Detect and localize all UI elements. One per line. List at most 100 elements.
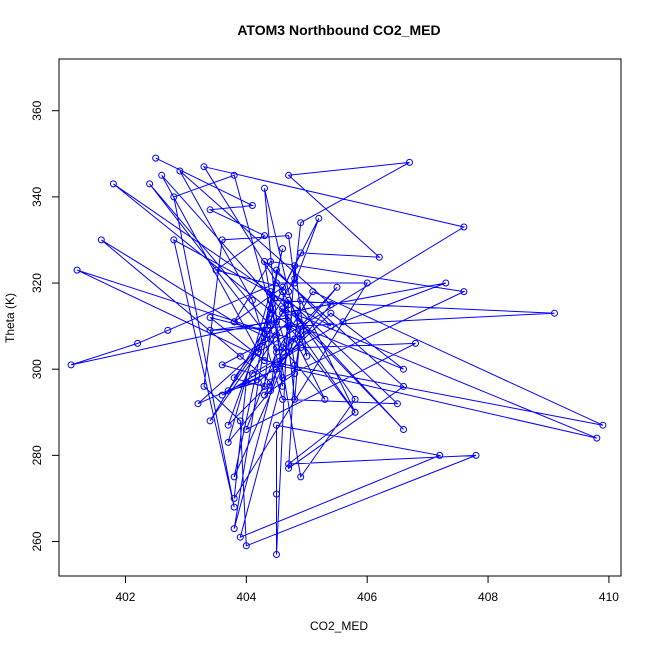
data-point	[393, 400, 401, 408]
data-point	[285, 348, 293, 356]
data-point	[273, 421, 280, 429]
data-point	[285, 288, 293, 296]
data-point	[248, 296, 256, 304]
data-point	[297, 296, 305, 304]
data-point	[267, 387, 274, 395]
data-point	[230, 503, 238, 511]
data-point	[303, 352, 311, 360]
data-point	[206, 206, 214, 214]
data-point	[406, 158, 413, 166]
data-point	[291, 275, 299, 283]
data-point	[321, 395, 329, 403]
data-point	[333, 283, 341, 291]
data-point	[285, 464, 293, 472]
data-point	[267, 309, 274, 317]
data-point	[460, 223, 468, 231]
y-tick-label: 360	[30, 100, 44, 120]
data-point	[152, 154, 160, 162]
data-point	[285, 301, 293, 309]
data-point	[291, 361, 299, 369]
data-point	[442, 279, 450, 287]
data-point	[285, 171, 293, 179]
data-point	[158, 171, 166, 179]
data-point	[351, 395, 359, 403]
data-point	[436, 451, 444, 459]
data-point	[267, 322, 274, 330]
data-point	[236, 417, 244, 425]
data-point	[230, 171, 238, 179]
data-point	[267, 296, 274, 304]
data-point	[327, 309, 335, 317]
data-point	[400, 426, 407, 433]
data-point	[273, 361, 280, 369]
data-point	[224, 387, 232, 395]
data-point	[273, 344, 280, 352]
data-point	[327, 301, 335, 309]
data-point	[273, 365, 280, 373]
data-point	[261, 258, 268, 265]
data-point	[218, 236, 226, 244]
data-point	[599, 421, 607, 429]
data-point	[291, 370, 299, 377]
data-point	[297, 473, 305, 481]
data-point	[285, 460, 293, 468]
x-tick-label: 406	[357, 590, 377, 604]
y-axis: 260 280 300 320 340 360	[30, 100, 59, 552]
data-point	[242, 378, 250, 386]
data-point	[273, 331, 280, 339]
data-point	[261, 232, 268, 240]
chart-title: ATOM3 Northbound CO2_MED	[237, 22, 440, 38]
data-point	[279, 382, 287, 390]
data-point	[279, 305, 287, 313]
data-point	[261, 357, 268, 365]
data-point	[230, 374, 238, 382]
data-point	[291, 335, 299, 343]
data-point	[242, 426, 250, 433]
data-point	[218, 361, 226, 369]
data-point	[400, 382, 407, 390]
x-tick-label: 402	[115, 590, 135, 604]
data-point	[309, 288, 317, 296]
data-point	[291, 395, 299, 403]
data-point	[400, 365, 407, 373]
data-point	[297, 249, 305, 257]
y-tick-label: 260	[30, 531, 44, 551]
data-point	[285, 322, 293, 330]
data-point	[315, 214, 323, 222]
data-point	[279, 357, 287, 365]
y-axis-label: Theta (K)	[3, 293, 17, 343]
data-point	[297, 331, 305, 339]
data-point	[279, 374, 287, 382]
data-point	[285, 296, 293, 304]
data-point	[291, 262, 299, 270]
data-point	[254, 378, 262, 386]
data-point	[551, 309, 558, 317]
data-point	[170, 236, 178, 244]
data-point	[212, 266, 220, 274]
x-axis-label: CO2_MED	[310, 619, 368, 633]
data-point	[206, 314, 214, 321]
data-point	[236, 352, 244, 360]
data-point	[460, 288, 468, 296]
data-point	[261, 184, 268, 192]
x-axis: 402 404 406 408 410	[115, 576, 619, 604]
data-point	[248, 202, 256, 209]
data-point	[285, 318, 293, 326]
data-point	[218, 391, 226, 399]
data-point	[273, 318, 280, 326]
y-tick-label: 320	[30, 273, 44, 293]
data-point	[279, 283, 287, 291]
data-point	[412, 339, 419, 347]
x-tick-label: 410	[599, 590, 619, 604]
data-point	[267, 335, 274, 343]
data-point	[146, 180, 154, 188]
data-point	[109, 180, 117, 188]
data-point	[236, 533, 244, 541]
data-point	[273, 551, 280, 558]
data-point	[164, 326, 172, 334]
data-point	[267, 305, 274, 313]
data-point	[267, 378, 274, 386]
data-point	[297, 219, 305, 227]
data-point	[593, 434, 601, 442]
data-point	[297, 322, 305, 330]
